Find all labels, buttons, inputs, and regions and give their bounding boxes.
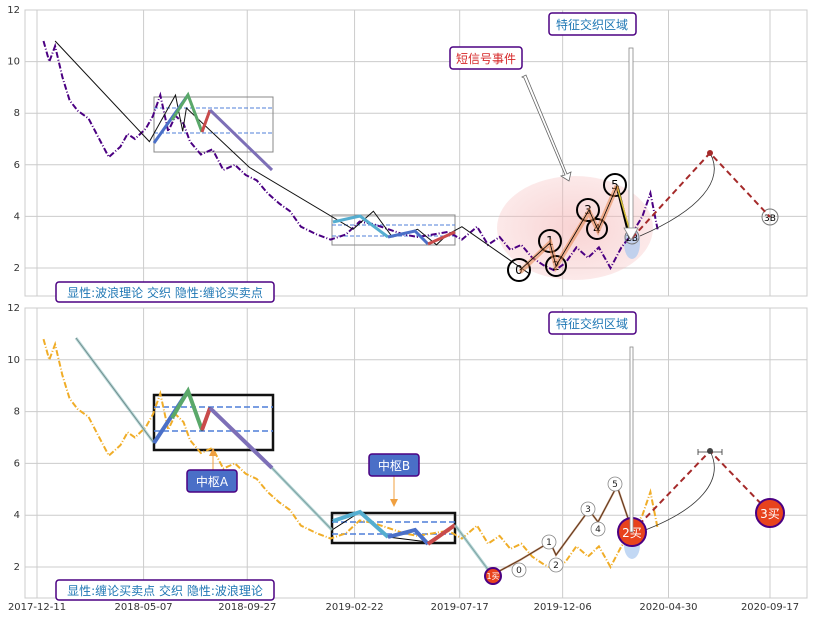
y-tick-label: 10 [7, 355, 20, 366]
bottom-wave-circle [548, 557, 564, 573]
bottom-seg-cyan [332, 509, 390, 539]
x-tick-label: 2020-09-17 [741, 602, 799, 613]
bottom-seg-teal2 [453, 524, 494, 576]
bottom-seg-red2 [426, 523, 457, 546]
wave-seg-cyan [332, 214, 389, 239]
feature-label-top-text: 特征交织区域 [556, 17, 628, 32]
bottom-wave-label: 2 [553, 561, 559, 571]
short-signal-label: 短信号事件 [449, 46, 523, 70]
x-tick-label: 2018-09-27 [218, 602, 276, 613]
buy-point-label: 1买 [486, 572, 499, 581]
top-caption-text: 显性:波浪理论 交织 隐性:缠论买卖点 [67, 285, 263, 300]
center-a-text: 中枢A [196, 474, 229, 489]
bottom-caption: 显性:缠论买卖点 交织 隐性:波浪理论 [55, 579, 275, 601]
bottom-projection-peak-dot [707, 448, 713, 454]
feature-arrow-head [623, 227, 639, 241]
x-tick-label: 2019-02-22 [325, 602, 383, 613]
wave-point-circle [576, 198, 600, 222]
wave-5-yellow [616, 185, 630, 229]
wave-point-circle [507, 258, 531, 282]
short-signal-text: 短信号事件 [456, 52, 516, 66]
x-tick-label: 2017-12-11 [8, 602, 66, 613]
y-tick-label: 12 [7, 303, 20, 314]
y-tick-label: 8 [14, 108, 20, 119]
top-y-ticks: 2 4 6 8 10 12 [7, 5, 20, 274]
bottom-wave-circle [607, 476, 623, 492]
x-tick-label: 2020-04-30 [639, 602, 697, 613]
bottom-projection-cap [697, 449, 723, 455]
bottom-caption-text: 显性:缠论买卖点 交织 隐性:波浪理论 [67, 583, 263, 598]
projection-peak-dot [707, 150, 713, 156]
bottom-seg-purple [208, 406, 274, 470]
feature-label-top: 特征交织区域 [548, 12, 637, 36]
y-tick-label: 2 [14, 263, 20, 274]
center-a-label: 中枢A [186, 448, 238, 493]
buy-point-label: 2买 [622, 526, 642, 540]
wave-seg-red [200, 109, 212, 133]
y-tick-label: 6 [14, 458, 20, 469]
bottom-trend-glow [74, 337, 156, 444]
y-tick-label: 10 [7, 57, 20, 68]
bottom-y-ticks: 2 4 6 8 10 12 [7, 303, 20, 573]
y-tick-label: 4 [14, 510, 20, 521]
bottom-seg-teal [270, 466, 334, 532]
bottom-wave-label: 3 [585, 505, 591, 515]
bottom-wave-circle [580, 501, 596, 517]
wave-point-label: 5 [611, 178, 619, 192]
bottom-wave-label: 5 [612, 480, 618, 490]
bottom-wave-circle [541, 534, 557, 550]
center-b-text: 中枢B [378, 458, 410, 473]
top-price-line [42, 40, 659, 272]
wave-seg-green [170, 91, 204, 133]
bottom-seg-green [170, 386, 204, 431]
bottom-orange-band [491, 483, 633, 576]
bottom-feature-arrow [629, 346, 634, 533]
feature-arrow-shaft [628, 47, 634, 233]
bottom-projection-arc [639, 450, 715, 533]
bottom-wave-label: 0 [516, 566, 522, 576]
bottom-plot-area [24, 307, 808, 599]
y-tick-label: 6 [14, 160, 20, 171]
bottom-wave-circle [511, 562, 527, 578]
wave-point-circle [586, 218, 608, 240]
zone-box-1 [153, 96, 274, 153]
y-tick-label: 4 [14, 211, 20, 222]
top-plot-area [24, 9, 808, 297]
feature-label-bottom-text: 特征交织区域 [556, 316, 628, 331]
x-tick-label: 2018-05-07 [115, 602, 173, 613]
y-tick-label: 8 [14, 407, 20, 418]
bottom-wave-label: 1 [546, 538, 552, 548]
wave-point-label: 3B [764, 214, 776, 224]
y-tick-label: 12 [7, 5, 20, 16]
buy-point-marker [755, 498, 785, 528]
wave-point-circle [761, 208, 779, 226]
bottom-seg-blue2 [387, 527, 430, 546]
price-series-top [42, 40, 659, 272]
wave-seg-blue2 [387, 229, 430, 246]
bottom-seg-red [200, 407, 212, 431]
wave-point-circle [545, 255, 567, 277]
feature-label-bottom: 特征交织区域 [548, 311, 637, 335]
signal-arrow [521, 74, 572, 182]
wave-seg-purple [208, 108, 274, 172]
bottom-wave-label: 4 [595, 525, 601, 535]
bottom-x-ticks: 2017-12-11 2018-05-07 2018-09-27 2019-02-22… [8, 602, 799, 613]
projection-arc [639, 152, 715, 237]
wave-seg-red2 [427, 230, 456, 246]
y-tick-label: 2 [14, 562, 20, 573]
x-tick-label: 2019-07-17 [431, 602, 489, 613]
bottom-wave-points: 0 1 2 34 5 [511, 476, 623, 578]
bottom-wave-circle [590, 521, 606, 537]
top-caption: 显性:波浪理论 交织 隐性:缠论买卖点 [55, 281, 275, 303]
x-tick-label: 2019-12-06 [534, 602, 592, 613]
buy-point-marker [484, 567, 502, 585]
wave-black-line [519, 185, 618, 271]
center-b-label: 中枢B [368, 453, 420, 507]
buy-point-label: 3买 [760, 507, 780, 521]
